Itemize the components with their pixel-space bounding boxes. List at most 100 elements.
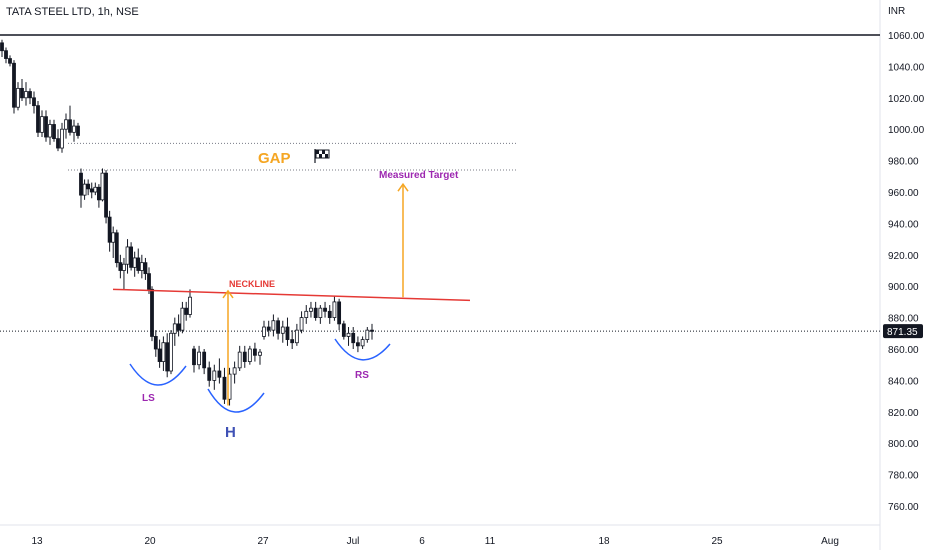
candle-body	[313, 307, 318, 318]
flag-check	[322, 150, 325, 154]
candle-body	[172, 323, 177, 334]
candle-body	[68, 119, 72, 133]
candle-body	[356, 342, 360, 347]
candle-body	[139, 262, 144, 271]
candle-body	[89, 188, 94, 193]
candle-body	[12, 62, 16, 108]
gap-label: GAP	[258, 150, 291, 167]
currency-label: INR	[888, 6, 906, 17]
candle-body	[360, 339, 365, 347]
left-shoulder-label: LS	[142, 393, 155, 404]
measured-target-label: Measured Target	[379, 170, 459, 181]
x-tick-label: 6	[419, 536, 425, 547]
candle-body	[370, 329, 374, 332]
candle-body	[332, 301, 337, 318]
candle-body	[28, 91, 32, 99]
x-tick-label: 25	[711, 536, 723, 547]
x-tick-label: 20	[144, 536, 156, 547]
candle-body	[107, 216, 112, 243]
candle-body	[161, 342, 166, 362]
x-tick-label: 11	[485, 536, 496, 547]
candle-body	[258, 351, 262, 356]
candle-body	[4, 50, 8, 59]
y-tick-label: 1020.00	[888, 94, 925, 105]
x-tick-label: 27	[257, 536, 269, 547]
candle-body	[309, 307, 313, 312]
y-tick-label: 880.00	[888, 314, 919, 325]
candle-body	[136, 257, 141, 271]
candle-body	[165, 342, 170, 372]
head-curve	[207, 388, 265, 413]
candle-body	[169, 332, 173, 372]
candle-body	[323, 307, 327, 312]
last-price-label: 871.35	[887, 327, 918, 338]
candle-body	[266, 326, 271, 331]
candle-body	[20, 87, 24, 99]
candle-body	[262, 326, 266, 337]
candle-body	[285, 326, 290, 340]
candle-body	[125, 246, 130, 265]
candle-body	[192, 348, 196, 366]
candle-body	[180, 307, 185, 331]
y-tick-label: 860.00	[888, 345, 919, 356]
y-tick-label: 800.00	[888, 439, 919, 450]
candle-body	[40, 116, 44, 133]
candle-body	[96, 186, 101, 201]
y-tick-label: 960.00	[888, 188, 919, 199]
candle-body	[0, 42, 4, 52]
y-tick-label: 1040.00	[888, 62, 925, 73]
candle-body	[143, 262, 148, 275]
y-tick-label: 840.00	[888, 376, 919, 387]
candle-body	[100, 172, 105, 201]
candle-body	[197, 351, 201, 366]
neckline	[112, 288, 471, 302]
candle-body	[16, 87, 20, 108]
candle-body	[60, 128, 64, 149]
neckline-label: NECKLINE	[229, 279, 275, 289]
candle-body	[217, 370, 222, 378]
left-shoulder-curve	[129, 363, 187, 386]
candle-body	[337, 301, 342, 325]
right-shoulder-curve	[334, 338, 391, 361]
candle-body	[304, 310, 309, 319]
candle-body	[79, 172, 83, 196]
x-tick-label: Jul	[347, 536, 360, 547]
candle-body	[237, 351, 242, 369]
candle-body	[147, 273, 151, 290]
last-price-badge	[883, 324, 923, 339]
candle-body	[346, 332, 351, 337]
y-tick-label: 820.00	[888, 408, 919, 419]
y-tick-label: 980.00	[888, 157, 919, 168]
candle-body	[32, 97, 36, 107]
candle-body	[86, 183, 91, 190]
candle-body	[351, 332, 356, 344]
candle-body	[104, 172, 108, 218]
y-tick-label: 760.00	[888, 502, 919, 513]
candle-body	[8, 58, 12, 64]
candle-body	[82, 183, 87, 196]
candle-body	[365, 329, 370, 340]
y-tick-label: 1000.00	[888, 125, 925, 136]
candle-body	[341, 323, 346, 337]
y-tick-label: 920.00	[888, 251, 919, 262]
candle-body	[294, 329, 299, 344]
candle-body	[111, 232, 116, 243]
candle-body	[52, 124, 56, 140]
candle-body	[122, 263, 126, 271]
candle-body	[176, 323, 181, 331]
candle-body	[299, 317, 304, 331]
candle-body	[271, 320, 276, 331]
candle-body	[132, 257, 137, 268]
flag-check	[325, 154, 328, 158]
candle-body	[290, 339, 295, 344]
candle-body	[153, 336, 158, 350]
x-tick-label: 18	[598, 536, 610, 547]
candle-body	[280, 326, 285, 334]
candle-body	[276, 320, 280, 334]
candle-body	[72, 125, 76, 133]
symbol-title: TATA STEEL LTD, 1h, NSE	[6, 6, 139, 18]
candle-body	[64, 119, 68, 130]
